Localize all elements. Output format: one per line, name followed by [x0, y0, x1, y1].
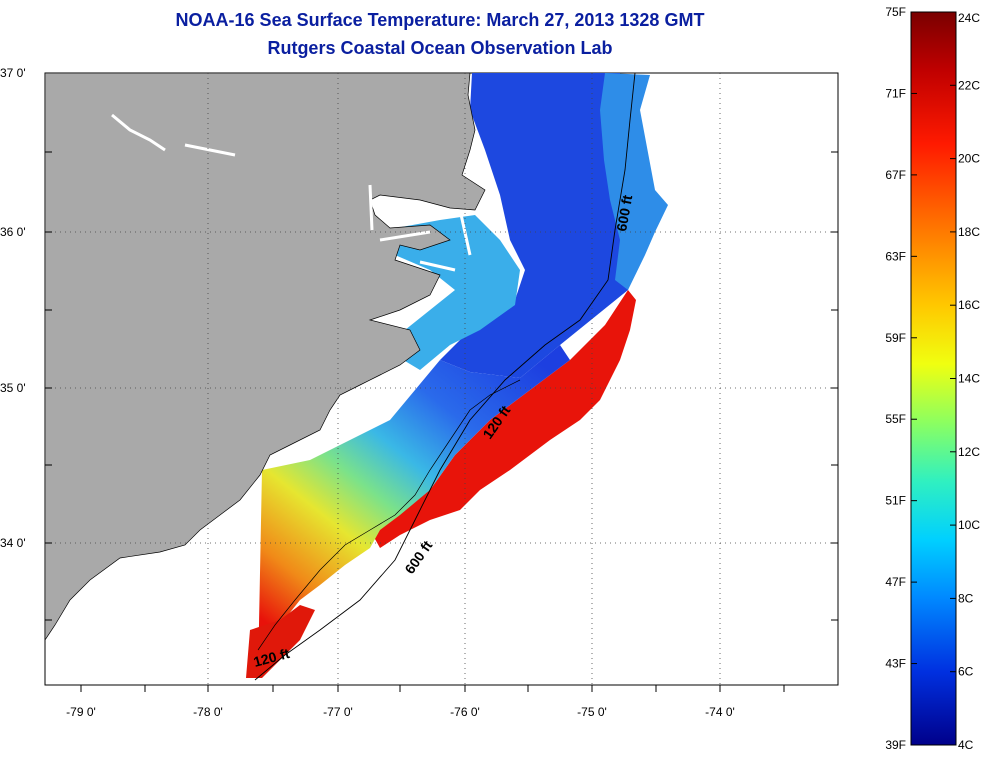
rivers: [111, 113, 472, 272]
lat-label: 34 0': [0, 536, 26, 550]
colorbar-c-label: 6C: [958, 665, 974, 679]
colorbar: [910, 11, 957, 746]
colorbar-f-label: 47F: [885, 575, 906, 589]
lon-label: -75 0': [577, 705, 607, 719]
colorbar-f-label: 75F: [885, 5, 906, 19]
sst-warm-band: [370, 290, 636, 548]
map-subtitle: Rutgers Coastal Ocean Observation Lab: [267, 38, 613, 58]
colorbar-c-label: 4C: [958, 738, 974, 752]
isobath-600ft: [254, 73, 636, 681]
colorbar-c-label: 16C: [958, 298, 980, 312]
colorbar-f-labels: 75F 71F 67F 63F 59F 55F 51F 47F 43F 39F: [885, 5, 906, 752]
colorbar-c-label: 24C: [958, 11, 980, 25]
sst-shelf-north: [600, 73, 668, 290]
lat-label: 37 0': [0, 66, 26, 80]
lat-label: 36 0': [0, 225, 26, 239]
sst-warm-south: [246, 605, 315, 678]
colorbar-f-label: 63F: [885, 249, 906, 263]
colorbar-c-label: 22C: [958, 78, 980, 92]
colorbar-f-label: 59F: [885, 331, 906, 345]
map-title: NOAA-16 Sea Surface Temperature: March 2…: [175, 10, 705, 30]
graticule: [45, 73, 838, 685]
lon-label: -79 0': [66, 705, 96, 719]
isobath-120ft: [257, 379, 521, 651]
colorbar-c-label: 20C: [958, 152, 980, 166]
sst-coastal-south: [248, 345, 570, 676]
colorbar-ticks: [911, 11, 956, 746]
colorbar-f-label: 39F: [885, 738, 906, 752]
colorbar-c-labels: 24C 22C 20C 18C 16C 14C 12C 10C 8C 6C 4C: [958, 11, 980, 752]
colorbar-c-label: 14C: [958, 372, 980, 386]
colorbar-f-label: 67F: [885, 168, 906, 182]
colorbar-c-label: 8C: [958, 591, 974, 605]
lon-label: -74 0': [705, 705, 735, 719]
sst-pamlico-sound: [385, 215, 520, 370]
lon-label: -76 0': [450, 705, 480, 719]
frame-ticks: [45, 151, 838, 692]
colorbar-f-label: 71F: [885, 86, 906, 100]
colorbar-f-label: 51F: [885, 494, 906, 508]
colorbar-f-label: 55F: [885, 412, 906, 426]
lat-label: 35 0': [0, 381, 26, 395]
lon-label: -77 0': [323, 705, 353, 719]
lon-label: -78 0': [193, 705, 223, 719]
contour-label-600ft-north: 600 ft: [613, 193, 635, 232]
colorbar-c-label: 12C: [958, 445, 980, 459]
colorbar-c-label: 10C: [958, 518, 980, 532]
colorbar-f-label: 43F: [885, 657, 906, 671]
land-mass: [45, 73, 486, 641]
colorbar-c-label: 18C: [958, 225, 980, 239]
sst-cold-region: [440, 73, 640, 378]
